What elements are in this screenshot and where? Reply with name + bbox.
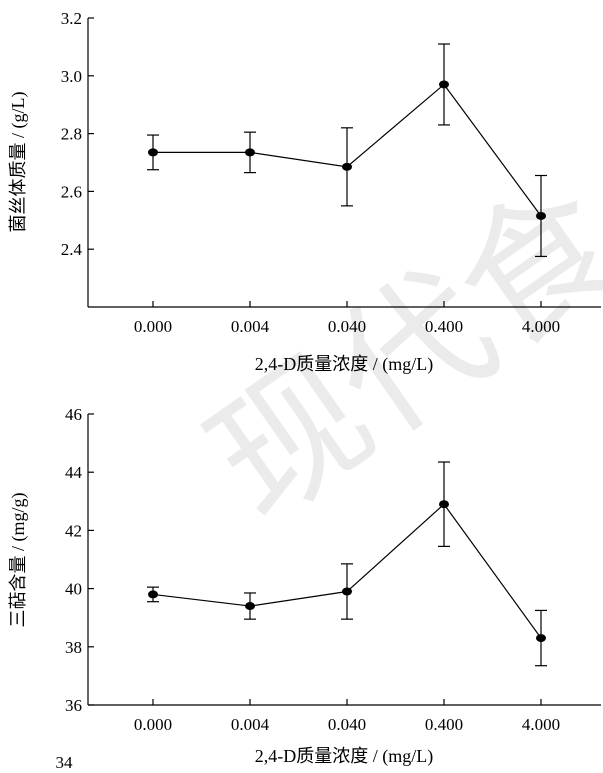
chart1-x-tick-label: 4.000 <box>522 317 560 336</box>
chart2-data-point <box>342 587 352 596</box>
chart1-y-axis-label: 菌丝体质量 / (g/L) <box>8 92 29 233</box>
chart1-y-tick-label: 2.6 <box>61 182 82 201</box>
chart-triterpene-content: 三萜含量 / (mg/g) 2,4-D质量浓度 / (mg/L) 46 44 42 4… <box>8 405 601 767</box>
chart1-y-tick-label: 3.0 <box>61 67 82 86</box>
chart1-x-tick-label: 0.040 <box>328 317 366 336</box>
chart2-x-tick-label: 0.040 <box>328 715 366 734</box>
chart2-data-point <box>245 602 255 611</box>
chart2-x-axis-label: 2,4-D质量浓度 / (mg/L) <box>255 746 433 767</box>
chart1-data-point <box>245 148 255 157</box>
chart2-y-axis-label: 三萜含量 / (mg/g) <box>8 493 29 628</box>
page-number: 34 <box>56 753 74 772</box>
chart2-y-tick-label: 46 <box>65 405 82 424</box>
chart2-data-point <box>439 500 449 509</box>
chart1-x-axis-label: 2,4-D质量浓度 / (mg/L) <box>255 354 433 375</box>
chart2-x-tick-label: 0.400 <box>425 715 463 734</box>
chart2-x-tick-label: 4.000 <box>522 715 560 734</box>
chart1-data-point <box>439 80 449 89</box>
chart2-x-tick-label: 0.000 <box>134 715 172 734</box>
chart2-x-tick-label: 0.004 <box>231 715 270 734</box>
chart1-y-tick-label: 2.4 <box>61 240 83 259</box>
chart2-data-point <box>148 590 158 599</box>
chart2-y-tick-label: 38 <box>65 638 82 657</box>
chart-mycelium-mass: 菌丝体质量 / (g/L) 2,4-D质量浓度 / (mg/L) 3.2 3.0 2… <box>8 9 601 375</box>
chart2-y-tick-label: 42 <box>65 521 82 540</box>
chart1-y-tick-label: 3.2 <box>61 9 82 28</box>
chart1-x-tick-label: 0.400 <box>425 317 463 336</box>
chart2-y-tick-label: 36 <box>65 696 82 715</box>
chart1-y-tick-label: 2.8 <box>61 125 82 144</box>
chart1-data-point <box>536 211 546 220</box>
chart2-y-tick-label: 44 <box>65 463 83 482</box>
chart1-x-tick-label: 0.004 <box>231 317 270 336</box>
chart1-data-point <box>342 162 352 171</box>
chart2-y-tick-label: 40 <box>65 580 82 599</box>
chart1-data-point <box>148 148 158 157</box>
chart2-data-point <box>536 634 546 643</box>
chart1-x-tick-label: 0.000 <box>134 317 172 336</box>
